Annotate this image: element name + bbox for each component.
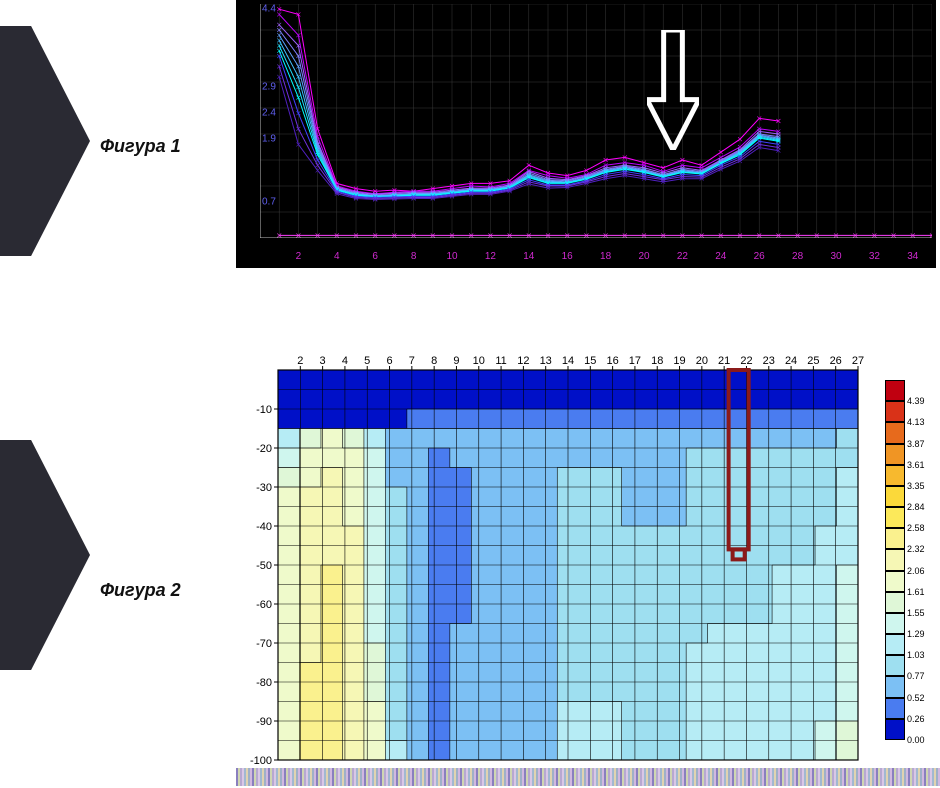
chevron-decoration-1 — [0, 26, 90, 256]
svg-text:-30: -30 — [256, 482, 272, 494]
colorbar-legend: 0.000.260.520.771.031.291.551.612.062.32… — [885, 380, 905, 740]
svg-text:15: 15 — [584, 355, 596, 367]
svg-text:-40: -40 — [256, 521, 272, 533]
line-chart-figure-1: 246810121416182022242628303234 0.71.92.4… — [236, 0, 936, 268]
svg-text:26: 26 — [830, 355, 842, 367]
figure-1-label: Фигура 1 — [100, 136, 181, 157]
svg-text:16: 16 — [606, 355, 618, 367]
svg-text:5: 5 — [364, 355, 370, 367]
svg-text:-20: -20 — [256, 443, 272, 455]
svg-text:6: 6 — [386, 355, 392, 367]
svg-text:27: 27 — [852, 355, 864, 367]
decorative-noise-strip — [236, 768, 940, 786]
svg-text:4: 4 — [342, 355, 348, 367]
svg-text:24: 24 — [785, 355, 797, 367]
svg-text:-10: -10 — [256, 404, 272, 416]
svg-text:8: 8 — [431, 355, 437, 367]
svg-text:12: 12 — [517, 355, 529, 367]
svg-text:14: 14 — [562, 355, 574, 367]
svg-text:18: 18 — [651, 355, 663, 367]
svg-text:-100: -100 — [250, 755, 272, 767]
svg-text:7: 7 — [409, 355, 415, 367]
svg-text:3: 3 — [320, 355, 326, 367]
svg-text:10: 10 — [473, 355, 485, 367]
svg-text:-80: -80 — [256, 677, 272, 689]
svg-text:-70: -70 — [256, 638, 272, 650]
svg-text:19: 19 — [673, 355, 685, 367]
svg-text:23: 23 — [763, 355, 775, 367]
svg-text:-60: -60 — [256, 599, 272, 611]
svg-text:2: 2 — [297, 355, 303, 367]
svg-text:11: 11 — [495, 355, 506, 367]
contour-heatmap-figure-2: 2345678910111213141516171819202122232425… — [236, 346, 872, 776]
figure-2-label: Фигура 2 — [100, 580, 181, 601]
svg-text:22: 22 — [740, 355, 752, 367]
svg-text:-90: -90 — [256, 716, 272, 728]
svg-text:21: 21 — [718, 355, 730, 367]
svg-text:9: 9 — [453, 355, 459, 367]
svg-text:25: 25 — [807, 355, 819, 367]
svg-text:13: 13 — [540, 355, 552, 367]
svg-text:-50: -50 — [256, 560, 272, 572]
svg-text:17: 17 — [629, 355, 641, 367]
svg-text:20: 20 — [696, 355, 708, 367]
chevron-decoration-2 — [0, 440, 90, 670]
